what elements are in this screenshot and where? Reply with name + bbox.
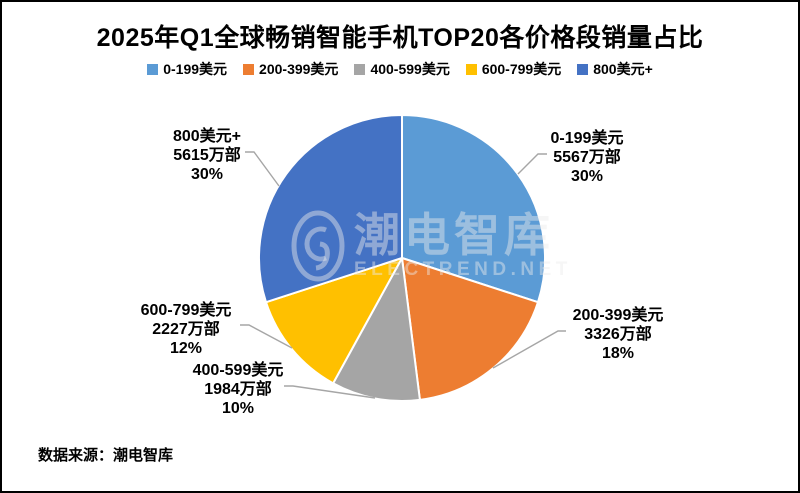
slice-label-4: 800美元+ 5615万部 30% <box>173 126 241 183</box>
legend-label: 800美元+ <box>593 61 653 77</box>
leader-line-3 <box>240 324 293 349</box>
legend-label: 200-399美元 <box>259 61 339 77</box>
leader-line-1 <box>492 330 566 369</box>
legend-item-4: 800美元+ <box>577 59 653 79</box>
leader-line-0 <box>517 153 547 175</box>
legend-item-0: 0-199美元 <box>147 59 227 79</box>
leader-line-2 <box>284 385 376 399</box>
legend-swatch-icon <box>465 63 477 75</box>
pie-slice-4 <box>258 114 403 304</box>
legend-item-3: 600-799美元 <box>465 59 562 79</box>
source-note: 数据来源：潮电智库 <box>38 447 174 464</box>
pie-slice-2 <box>332 257 421 402</box>
pie-slice-3 <box>265 257 403 385</box>
legend-item-2: 400-599美元 <box>354 59 450 79</box>
legend-swatch-icon <box>243 63 255 75</box>
pie-slice-0 <box>401 114 546 304</box>
legend-swatch-icon <box>147 63 159 75</box>
chart-title: 2025年Q1全球畅销智能手机TOP20各价格段销量占比 <box>96 24 704 52</box>
slice-label-0: 0-199美元 5567万部 30% <box>551 128 624 185</box>
legend-label: 600-799美元 <box>481 61 562 77</box>
slice-label-3: 600-799美元 2227万部 12% <box>141 300 232 357</box>
leader-line-4 <box>245 151 280 187</box>
legend-swatch-icon <box>354 63 366 75</box>
legend-item-1: 200-399美元 <box>243 59 338 79</box>
legend-label: 0-199美元 <box>163 61 228 77</box>
slice-label-1: 200-399美元 3326万部 18% <box>573 305 664 362</box>
legend: 0-199美元 200-399美元 400-599美元 600-799美元 800美元+ <box>2 59 798 79</box>
legend-swatch-icon <box>577 63 589 75</box>
legend-label: 400-599美元 <box>370 61 450 77</box>
slice-label-2: 400-599美元 1984万部 10% <box>193 360 284 417</box>
